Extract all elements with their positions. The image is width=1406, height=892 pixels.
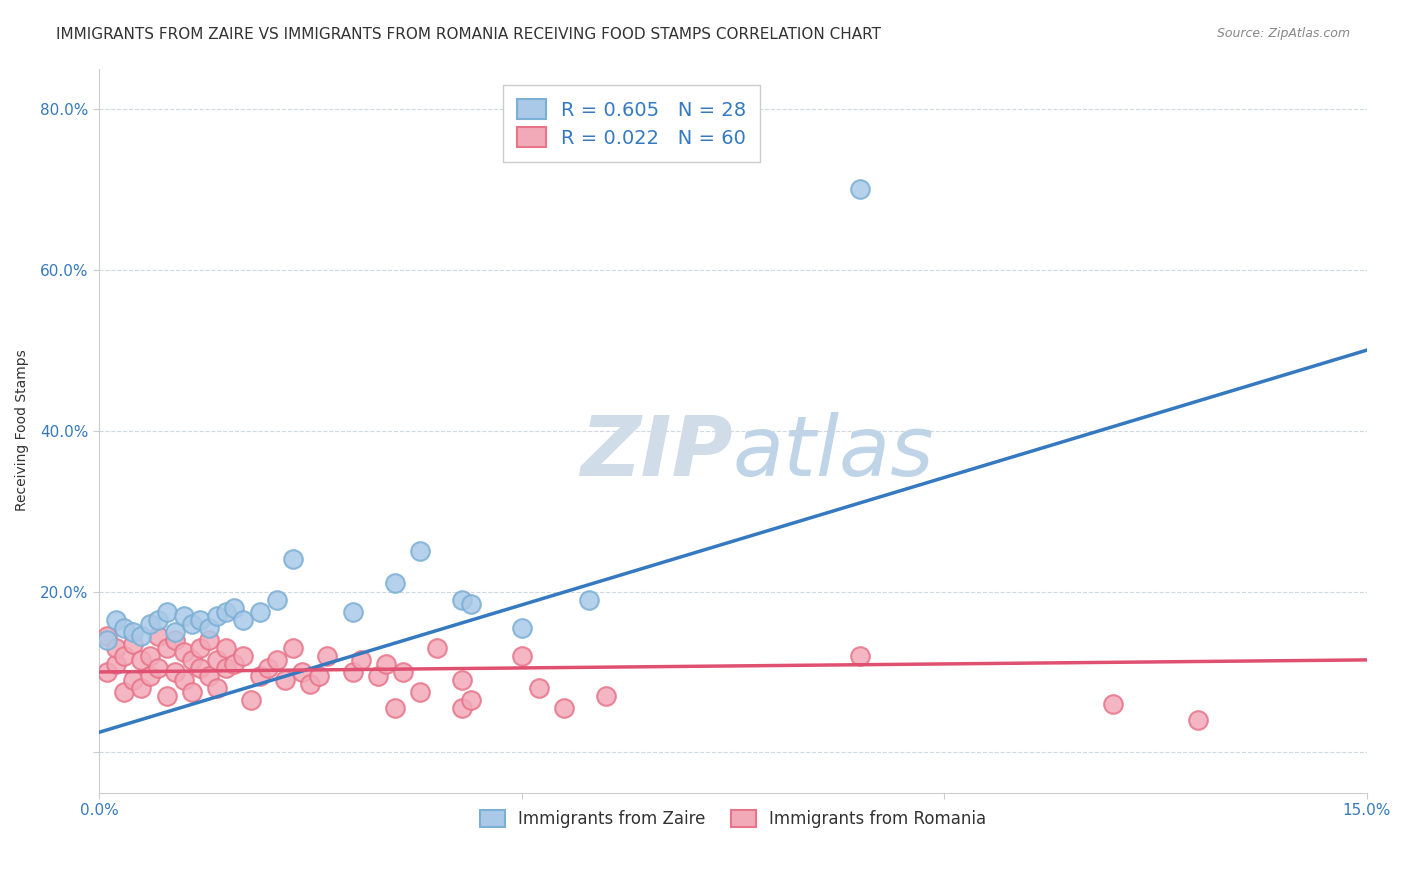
- Point: [112, 621, 135, 635]
- Point: [460, 597, 482, 611]
- Point: [181, 685, 204, 699]
- Point: [139, 669, 162, 683]
- Point: [224, 600, 246, 615]
- Point: [249, 605, 271, 619]
- Point: [384, 576, 406, 591]
- Point: [316, 648, 339, 663]
- Point: [104, 657, 127, 671]
- Point: [156, 640, 179, 655]
- Point: [848, 648, 870, 663]
- Point: [112, 648, 135, 663]
- Point: [156, 689, 179, 703]
- Point: [198, 621, 221, 635]
- Point: [139, 648, 162, 663]
- Point: [409, 544, 432, 558]
- Point: [299, 677, 322, 691]
- Point: [266, 653, 288, 667]
- Point: [460, 693, 482, 707]
- Point: [139, 616, 162, 631]
- Y-axis label: Receiving Food Stamps: Receiving Food Stamps: [15, 350, 30, 511]
- Point: [451, 673, 474, 687]
- Point: [595, 689, 617, 703]
- Point: [291, 665, 314, 679]
- Point: [198, 632, 221, 647]
- Point: [215, 640, 238, 655]
- Legend: Immigrants from Zaire, Immigrants from Romania: Immigrants from Zaire, Immigrants from R…: [474, 804, 993, 835]
- Point: [181, 653, 204, 667]
- Point: [173, 645, 195, 659]
- Point: [266, 592, 288, 607]
- Point: [1187, 713, 1209, 727]
- Point: [112, 685, 135, 699]
- Point: [165, 665, 187, 679]
- Point: [350, 653, 373, 667]
- Point: [1102, 697, 1125, 711]
- Point: [104, 640, 127, 655]
- Point: [104, 613, 127, 627]
- Point: [283, 552, 305, 566]
- Point: [121, 624, 143, 639]
- Point: [553, 701, 575, 715]
- Point: [207, 681, 229, 695]
- Point: [156, 605, 179, 619]
- Point: [198, 669, 221, 683]
- Point: [181, 616, 204, 631]
- Point: [148, 661, 170, 675]
- Point: [274, 673, 297, 687]
- Point: [426, 640, 449, 655]
- Text: IMMIGRANTS FROM ZAIRE VS IMMIGRANTS FROM ROMANIA RECEIVING FOOD STAMPS CORRELATI: IMMIGRANTS FROM ZAIRE VS IMMIGRANTS FROM…: [56, 27, 882, 42]
- Point: [207, 608, 229, 623]
- Point: [342, 665, 364, 679]
- Text: Source: ZipAtlas.com: Source: ZipAtlas.com: [1216, 27, 1350, 40]
- Point: [392, 665, 415, 679]
- Point: [148, 613, 170, 627]
- Point: [367, 669, 389, 683]
- Point: [129, 629, 152, 643]
- Point: [510, 621, 533, 635]
- Point: [215, 605, 238, 619]
- Point: [451, 592, 474, 607]
- Point: [129, 653, 152, 667]
- Point: [451, 701, 474, 715]
- Point: [232, 648, 254, 663]
- Point: [240, 693, 263, 707]
- Point: [527, 681, 550, 695]
- Point: [409, 685, 432, 699]
- Point: [224, 657, 246, 671]
- Text: atlas: atlas: [733, 412, 935, 492]
- Point: [129, 681, 152, 695]
- Point: [232, 613, 254, 627]
- Text: ZIP: ZIP: [581, 412, 733, 492]
- Point: [121, 637, 143, 651]
- Point: [165, 624, 187, 639]
- Point: [207, 653, 229, 667]
- Point: [510, 648, 533, 663]
- Point: [190, 661, 212, 675]
- Point: [121, 673, 143, 687]
- Point: [308, 669, 330, 683]
- Point: [342, 605, 364, 619]
- Point: [190, 640, 212, 655]
- Point: [96, 629, 118, 643]
- Point: [283, 640, 305, 655]
- Point: [173, 673, 195, 687]
- Point: [257, 661, 280, 675]
- Point: [215, 661, 238, 675]
- Point: [173, 608, 195, 623]
- Point: [249, 669, 271, 683]
- Point: [384, 701, 406, 715]
- Point: [165, 632, 187, 647]
- Point: [190, 613, 212, 627]
- Point: [578, 592, 600, 607]
- Point: [148, 629, 170, 643]
- Point: [375, 657, 398, 671]
- Point: [96, 665, 118, 679]
- Point: [96, 632, 118, 647]
- Point: [848, 182, 870, 196]
